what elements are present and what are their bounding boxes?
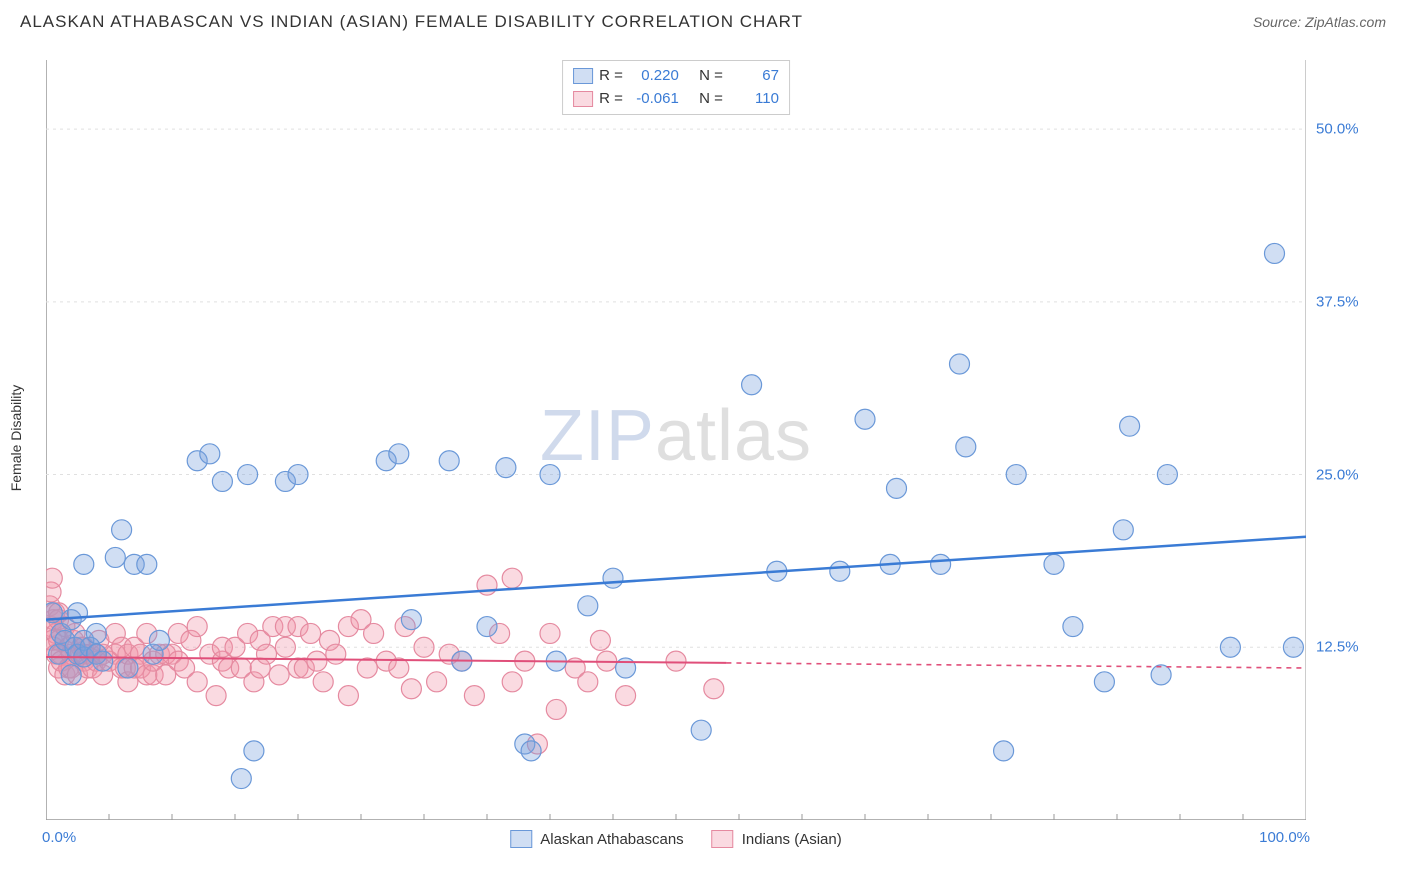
x-tick-max: 100.0% xyxy=(1259,829,1310,846)
y-tick: 12.5% xyxy=(1316,639,1386,656)
legend-label: Indians (Asian) xyxy=(742,831,842,848)
legend-swatch xyxy=(712,830,734,848)
y-axis-label: Female Disability xyxy=(8,385,24,492)
scatter-plot xyxy=(46,60,1306,820)
y-tick: 37.5% xyxy=(1316,293,1386,310)
x-tick-min: 0.0% xyxy=(42,829,76,846)
stats-row: R =-0.061 N =110 xyxy=(573,88,779,111)
y-tick: 25.0% xyxy=(1316,466,1386,483)
bottom-legend: Alaskan Athabascans Indians (Asian) xyxy=(510,830,842,848)
stats-legend-box: R =0.220 N =67R =-0.061 N =110 xyxy=(562,60,790,115)
source-label: Source: ZipAtlas.com xyxy=(1253,14,1386,30)
legend-swatch xyxy=(573,91,593,107)
chart-area: ZIPatlas R =0.220 N =67R =-0.061 N =110 … xyxy=(46,60,1306,820)
legend-swatch xyxy=(573,68,593,84)
chart-title: ALASKAN ATHABASCAN VS INDIAN (ASIAN) FEM… xyxy=(20,12,803,32)
y-tick: 50.0% xyxy=(1316,121,1386,138)
legend-item: Alaskan Athabascans xyxy=(510,830,683,848)
stats-row: R =0.220 N =67 xyxy=(573,65,779,88)
legend-item: Indians (Asian) xyxy=(712,830,842,848)
legend-label: Alaskan Athabascans xyxy=(540,831,683,848)
legend-swatch xyxy=(510,830,532,848)
